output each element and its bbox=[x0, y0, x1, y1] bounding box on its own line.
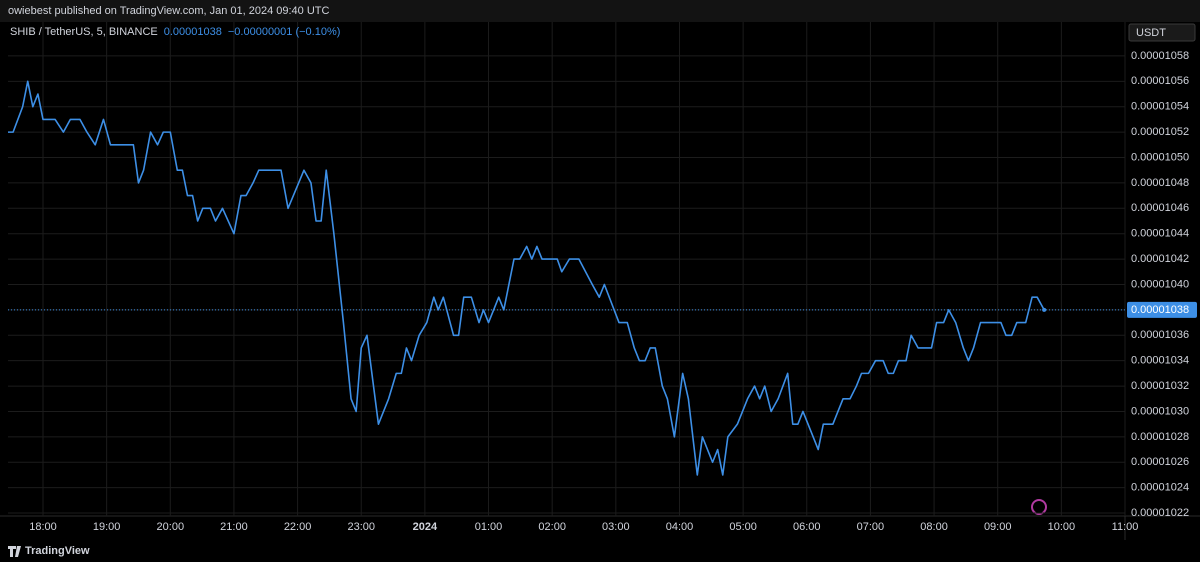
x-tick-label: 22:00 bbox=[284, 521, 312, 533]
y-tick-label: 0.00001042 bbox=[1131, 253, 1189, 265]
y-tick-label: 0.00001024 bbox=[1131, 482, 1189, 494]
y-tick-label: 0.00001048 bbox=[1131, 177, 1189, 189]
y-tick-label: 0.00001050 bbox=[1131, 151, 1189, 163]
legend: SHIB / TetherUS, 5, BINANCE 0.00001038 −… bbox=[10, 26, 340, 38]
legend-close: 0.00001038 bbox=[164, 26, 222, 38]
x-tick-label: 03:00 bbox=[602, 521, 630, 533]
x-tick-label: 20:00 bbox=[157, 521, 185, 533]
x-tick-label: 09:00 bbox=[984, 521, 1012, 533]
y-tick-label: 0.00001028 bbox=[1131, 431, 1189, 443]
y-tick-label: 0.00001052 bbox=[1131, 126, 1189, 138]
footer-bar bbox=[0, 540, 1200, 562]
brand-logo bbox=[8, 546, 21, 557]
y-tick-label: 0.00001030 bbox=[1131, 405, 1189, 417]
currency-label[interactable]: USDT bbox=[1136, 27, 1166, 39]
x-tick-label: 07:00 bbox=[857, 521, 885, 533]
y-tick-label: 0.00001040 bbox=[1131, 278, 1189, 290]
x-tick-label: 19:00 bbox=[93, 521, 121, 533]
x-tick-label: 2024 bbox=[413, 521, 438, 533]
x-tick-label: 01:00 bbox=[475, 521, 503, 533]
replay-icon[interactable] bbox=[1031, 499, 1047, 515]
last-price-tag bbox=[1127, 301, 1197, 318]
plot-layer: 0.00001022 0.00001024 0.00001026 0.00001028… bbox=[8, 22, 1189, 533]
x-tick-label: 05:00 bbox=[729, 521, 757, 533]
last-price-label: 0.00001038 bbox=[1131, 304, 1189, 316]
y-tick-label: 0.00001056 bbox=[1131, 75, 1189, 87]
x-tick-label: 18:00 bbox=[29, 521, 57, 533]
price-line bbox=[8, 80, 1045, 476]
y-tick-label: 0.00001034 bbox=[1131, 355, 1189, 367]
x-tick-label: 10:00 bbox=[1048, 521, 1076, 533]
x-tick-label: 11:00 bbox=[1112, 521, 1139, 533]
y-tick-label: 0.00001026 bbox=[1131, 456, 1189, 468]
x-tick-label: 06:00 bbox=[793, 521, 821, 533]
y-tick-label: 0.00001058 bbox=[1131, 50, 1189, 62]
y-tick-label: 0.00001054 bbox=[1131, 101, 1189, 113]
y-tick-label: 0.00001036 bbox=[1131, 329, 1189, 341]
x-tick-label: 08:00 bbox=[920, 521, 948, 533]
last-point bbox=[1042, 307, 1047, 312]
y-tick-label: 0.00001046 bbox=[1131, 202, 1189, 214]
x-tick-label: 02:00 bbox=[538, 521, 566, 533]
x-tick-label: 21:00 bbox=[220, 521, 248, 533]
currency-box[interactable] bbox=[1128, 23, 1196, 42]
legend-change: −0.00000001 (−0.10%) bbox=[228, 26, 341, 38]
brand-name: TradingView bbox=[25, 545, 90, 557]
y-tick-label: 0.00001022 bbox=[1131, 507, 1189, 519]
y-tick-label: 0.00001044 bbox=[1131, 228, 1189, 240]
publisher-note: owiebest published on TradingView.com, J… bbox=[8, 5, 330, 17]
legend-symbol: SHIB / TetherUS, 5, BINANCE bbox=[10, 26, 158, 38]
x-tick-label: 23:00 bbox=[347, 521, 375, 533]
header-bar bbox=[0, 0, 1200, 22]
y-tick-label: 0.00001032 bbox=[1131, 380, 1189, 392]
x-tick-label: 04:00 bbox=[666, 521, 694, 533]
